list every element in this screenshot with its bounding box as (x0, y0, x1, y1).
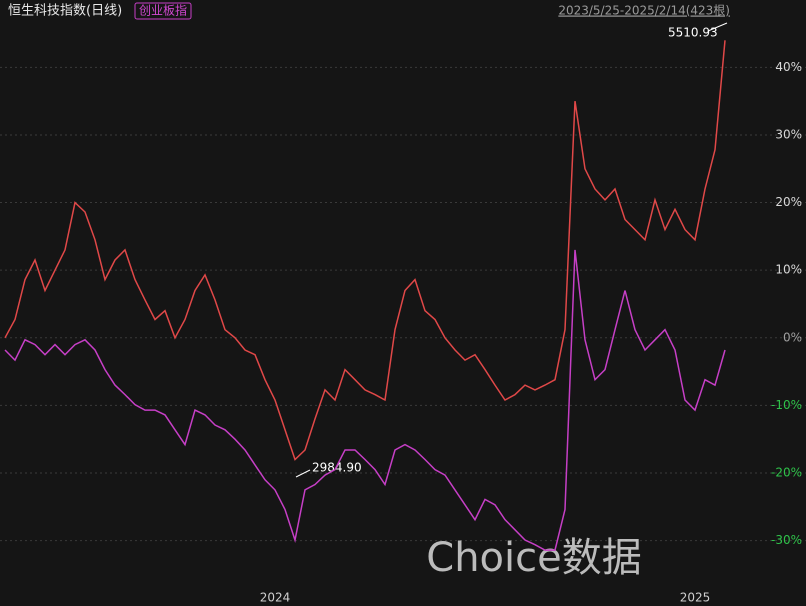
annotation: 5510.93 (668, 26, 718, 40)
badge: 创业板指 (139, 3, 187, 18)
series-line (4, 249, 726, 551)
y-tick-label: -10% (771, 398, 802, 412)
y-tick-label: -20% (771, 466, 802, 480)
chart-title: 恒生科技指数(日线) (8, 4, 122, 19)
y-tick-label: 20% (775, 195, 802, 209)
annotation-arrow (707, 22, 728, 32)
watermark: Choice数据 (426, 535, 641, 581)
y-tick-label: 40% (775, 60, 802, 74)
y-tick-label: 0% (783, 330, 802, 344)
range: 2023/5/25-2025/2/14(423根) (558, 4, 730, 18)
y-tick-label: 10% (775, 263, 802, 277)
y-tick-label: 30% (775, 127, 802, 141)
x-tick-label: 2025 (680, 591, 711, 605)
series-line (4, 40, 726, 461)
x-tick-label: 2024 (260, 591, 291, 605)
y-tick-label: -30% (771, 533, 802, 547)
annotation-arrow (295, 469, 311, 478)
badge-box (134, 2, 192, 20)
